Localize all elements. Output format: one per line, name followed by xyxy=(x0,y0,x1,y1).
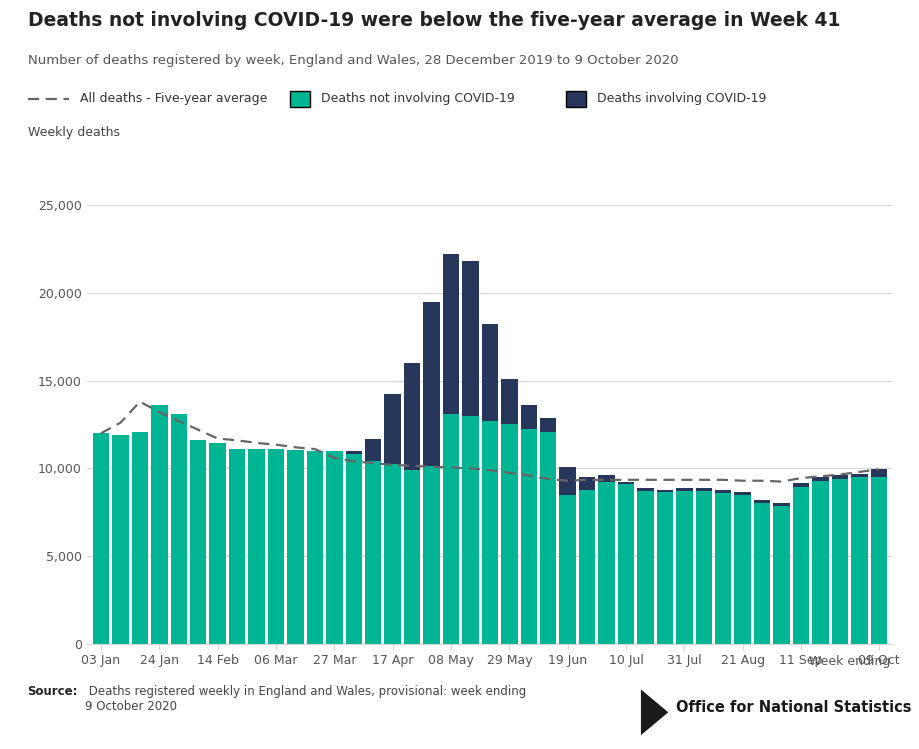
Bar xyxy=(831,479,847,644)
Bar xyxy=(93,433,109,644)
Bar xyxy=(656,492,673,644)
Bar xyxy=(501,425,517,644)
Bar xyxy=(248,449,265,644)
Bar xyxy=(482,324,497,421)
Text: All deaths - Five-year average: All deaths - Five-year average xyxy=(80,92,267,106)
Bar xyxy=(695,491,711,644)
Bar xyxy=(773,506,789,644)
Bar xyxy=(597,476,614,482)
Bar xyxy=(325,451,342,644)
Bar xyxy=(442,254,459,414)
Bar xyxy=(869,469,886,477)
Bar xyxy=(210,443,226,644)
Bar xyxy=(578,477,595,490)
Bar xyxy=(811,481,828,644)
Bar xyxy=(869,477,886,644)
Bar xyxy=(675,488,692,491)
Bar xyxy=(773,503,789,506)
Bar xyxy=(578,490,595,644)
Text: Number of deaths registered by week, England and Wales, 28 December 2019 to 9 Oc: Number of deaths registered by week, Eng… xyxy=(28,54,677,67)
Bar xyxy=(461,261,478,416)
Text: Source:: Source: xyxy=(28,685,78,698)
Bar xyxy=(384,464,401,644)
Bar xyxy=(753,503,769,644)
Bar xyxy=(617,482,633,485)
Bar xyxy=(656,490,673,492)
Text: Deaths registered weekly in England and Wales, provisional: week ending
9 Octobe: Deaths registered weekly in England and … xyxy=(85,685,526,713)
Bar xyxy=(597,482,614,644)
Text: Weekly deaths: Weekly deaths xyxy=(28,126,119,139)
Bar xyxy=(850,473,867,477)
Bar xyxy=(346,451,362,455)
Bar xyxy=(539,419,556,432)
Bar xyxy=(695,488,711,491)
Bar xyxy=(501,379,517,425)
Text: Deaths involving COVID-19: Deaths involving COVID-19 xyxy=(596,92,766,106)
Bar xyxy=(131,431,148,644)
Bar xyxy=(365,461,381,644)
Bar xyxy=(733,495,750,644)
Bar xyxy=(423,466,439,644)
Bar xyxy=(714,493,731,644)
Bar xyxy=(365,439,381,461)
Bar xyxy=(520,429,537,644)
Bar xyxy=(559,495,575,644)
Text: Week ending: Week ending xyxy=(809,655,890,668)
Bar xyxy=(151,405,167,644)
Bar xyxy=(559,467,575,495)
Bar xyxy=(384,394,401,464)
Text: Deaths not involving COVID-19 were below the five-year average in Week 41: Deaths not involving COVID-19 were below… xyxy=(28,11,839,30)
Bar xyxy=(637,488,653,491)
Bar xyxy=(403,363,420,470)
Bar xyxy=(461,416,478,644)
Bar xyxy=(403,470,420,644)
Bar xyxy=(617,485,633,644)
Bar xyxy=(189,440,206,644)
Bar xyxy=(306,451,323,644)
Bar xyxy=(267,449,284,644)
Bar xyxy=(733,492,750,495)
Polygon shape xyxy=(641,689,667,736)
Text: Deaths not involving COVID-19: Deaths not involving COVID-19 xyxy=(321,92,515,106)
Bar xyxy=(637,491,653,644)
Bar xyxy=(792,487,809,644)
Text: Office for National Statistics: Office for National Statistics xyxy=(675,700,911,715)
Bar xyxy=(229,449,245,644)
Bar xyxy=(482,421,497,644)
Bar xyxy=(811,476,828,481)
Bar xyxy=(423,303,439,466)
Bar xyxy=(112,435,129,644)
Bar xyxy=(792,483,809,487)
Bar xyxy=(520,405,537,429)
Bar xyxy=(442,414,459,644)
Bar xyxy=(287,450,303,644)
Bar xyxy=(831,475,847,479)
Bar xyxy=(346,455,362,644)
Bar xyxy=(714,490,731,493)
Bar xyxy=(170,414,187,644)
Bar xyxy=(850,477,867,644)
Bar xyxy=(675,491,692,644)
Bar xyxy=(753,500,769,503)
Bar xyxy=(539,432,556,644)
